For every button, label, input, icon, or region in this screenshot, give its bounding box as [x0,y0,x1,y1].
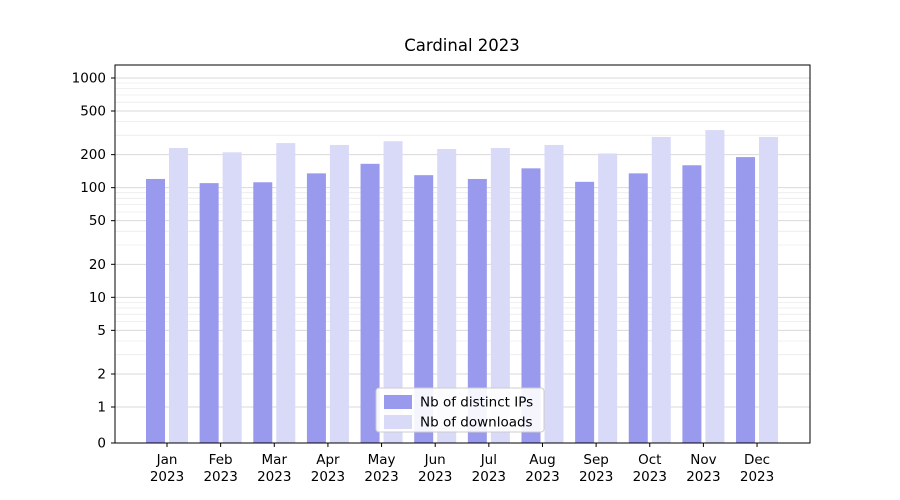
bar-nb-of-distinct-ips-apr [306,173,326,443]
x-tick-label-year: 2023 [579,469,613,485]
x-tick-label-year: 2023 [203,469,237,485]
bar-nb-of-downloads-sep [598,153,618,443]
x-tick-label-month: Aug [529,452,555,468]
legend [375,387,545,433]
x-tick-label-month: Dec [744,452,770,468]
x-tick-label-year: 2023 [418,469,452,485]
bar-nb-of-downloads-jul [490,147,510,443]
x-tick-label-month: Sep [583,452,608,468]
legend-swatch-nb-of-downloads [384,415,412,429]
legend-label-nb-of-distinct-ips: Nb of distinct IPs [420,395,533,411]
x-tick-label-month: Jul [480,452,497,468]
x-tick-label-year: 2023 [311,469,345,485]
bar-nb-of-downloads-may [383,141,403,444]
x-tick-label-month: Oct [638,452,661,468]
bar-nb-of-distinct-ips-jan [146,178,165,443]
x-tick-label-month: Feb [209,452,233,468]
x-tick-label-year: 2023 [364,469,398,485]
bar-nb-of-downloads-jan [169,147,188,443]
bar-nb-of-distinct-ips-oct [628,173,648,443]
x-tick-label-year: 2023 [150,469,184,485]
y-tick-label: 10 [89,290,106,306]
bar-nb-of-distinct-ips-jul [467,178,487,443]
bar-nb-of-distinct-ips-may [360,163,380,443]
bar-nb-of-downloads-jun [437,149,457,444]
x-tick-label-month: Jun [424,452,446,468]
x-tick-label-year: 2023 [525,469,559,485]
y-tick-label: 2 [97,366,106,382]
bar-nb-of-downloads-apr [329,144,349,443]
x-tick-label-year: 2023 [633,469,667,485]
x-tick-label-year: 2023 [740,469,774,485]
bar-nb-of-distinct-ips-mar [253,182,273,443]
x-tick-label-month: Mar [262,452,288,468]
x-tick-label-year: 2023 [257,469,291,485]
bar-nb-of-distinct-ips-jun [414,175,434,444]
bar-nb-of-downloads-dec [759,136,779,444]
plot-frame [114,64,811,444]
y-tick-label: 1000 [72,70,106,86]
x-tick-label-month: Jan [156,452,178,468]
y-tick-label: 0 [97,436,106,452]
x-tick-label-month: Nov [690,452,716,468]
bar-nb-of-downloads-mar [276,143,296,443]
legend-swatch-nb-of-distinct-ips [384,395,412,409]
y-tick-label: 5 [97,323,106,339]
legend-label-nb-of-downloads: Nb of downloads [420,415,533,431]
bar-nb-of-downloads-feb [222,152,242,443]
y-tick-label: 200 [80,147,106,163]
bar-nb-of-distinct-ips-sep [575,181,595,444]
y-tick-label: 500 [80,104,106,120]
y-tick-label: 100 [80,180,106,196]
x-tick-label-month: Apr [316,452,340,468]
bar-nb-of-distinct-ips-nov [682,165,702,443]
x-tick-label-month: May [368,452,396,468]
y-tick-label: 1 [97,400,106,416]
bar-nb-of-downloads-aug [544,144,564,443]
bar-nb-of-distinct-ips-dec [736,157,756,443]
bar-nb-of-distinct-ips-feb [199,183,219,443]
x-tick-label-year: 2023 [472,469,506,485]
y-tick-label: 20 [89,257,106,273]
y-tick-label: 50 [89,213,106,229]
bar-nb-of-distinct-ips-aug [521,168,541,443]
bar-nb-of-downloads-nov [705,130,725,443]
chart-title: Cardinal 2023 [404,36,520,55]
x-tick-label-year: 2023 [686,469,720,485]
bar-nb-of-downloads-oct [651,136,671,444]
